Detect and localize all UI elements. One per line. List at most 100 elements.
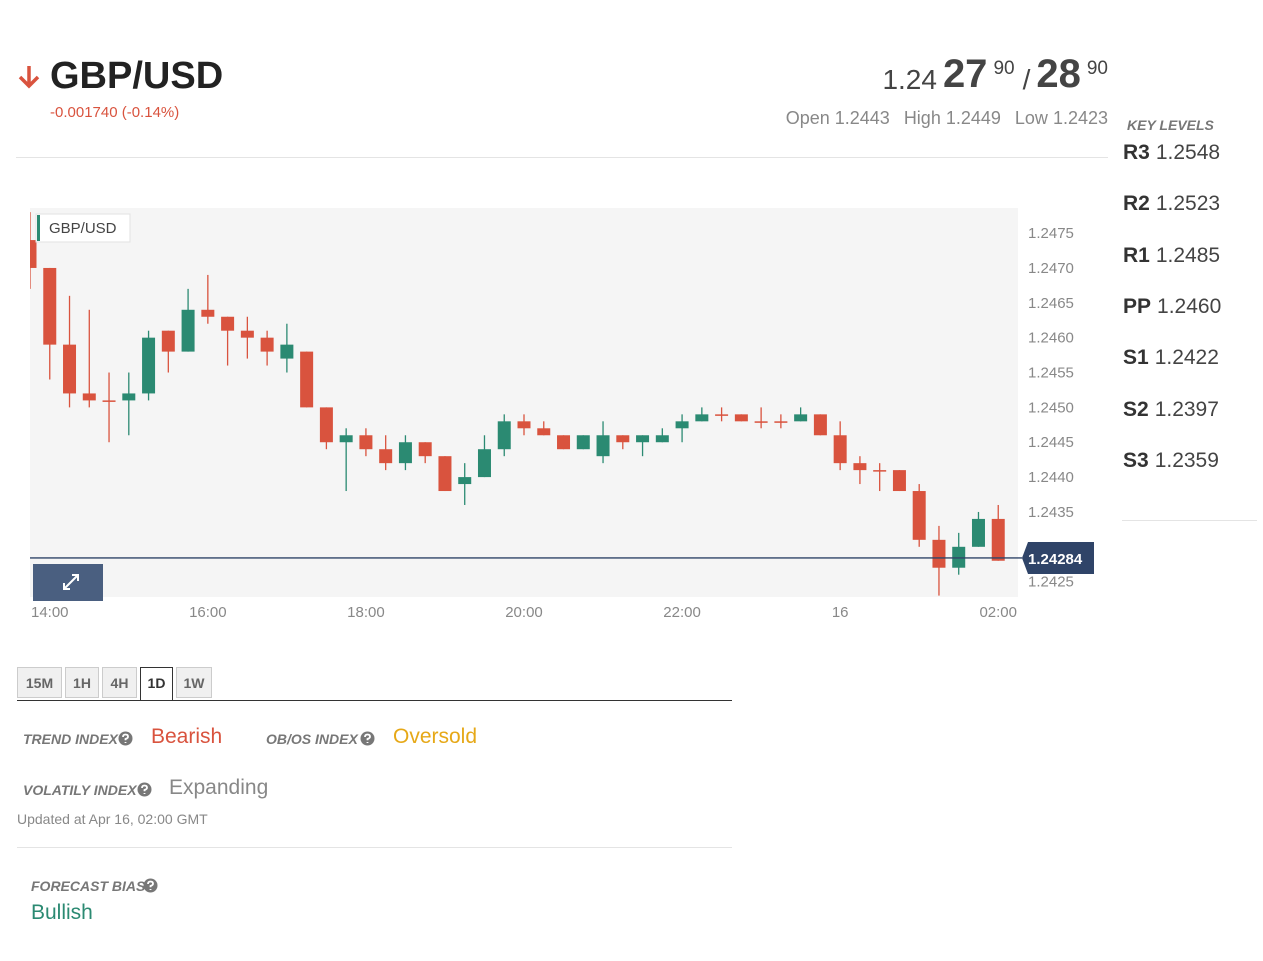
candle-body <box>715 414 729 416</box>
candle-body <box>63 344 77 394</box>
key-level-name: S3 <box>1123 448 1149 472</box>
candle-body <box>932 539 946 568</box>
candle-body <box>30 240 37 268</box>
candle-body <box>240 330 254 338</box>
key-level: S3 1.2359 <box>1123 449 1219 473</box>
stat-label: Low <box>1014 108 1048 128</box>
candle-body <box>636 435 650 443</box>
help-icon[interactable] <box>118 731 133 746</box>
key-level-name: S2 <box>1123 397 1149 421</box>
candle-body <box>734 414 748 422</box>
last-price-tag <box>1022 541 1094 574</box>
key-level-value: 1.2548 <box>1155 141 1221 164</box>
forecast-label: FORECAST BIAS <box>31 878 146 894</box>
candle-body <box>517 421 531 429</box>
y-tick-label: 1.2460 <box>1028 330 1074 347</box>
key-level: R1 1.2485 <box>1123 244 1220 268</box>
help-icon[interactable] <box>143 878 158 893</box>
candle-body <box>873 470 887 472</box>
candle-body <box>43 267 57 345</box>
key-level-name: R3 <box>1123 141 1150 164</box>
timeframe-tab[interactable]: 1W <box>176 667 212 698</box>
candle-body <box>477 449 491 478</box>
y-tick-label: 1.2435 <box>1028 504 1074 521</box>
candle-body <box>754 421 768 423</box>
divider <box>1122 520 1257 521</box>
timeframe-tab[interactable]: 1H <box>65 667 99 698</box>
x-tick-label: 02:00 <box>979 604 1017 621</box>
candle-body <box>300 351 314 408</box>
forecast-value: Bullish <box>31 901 93 924</box>
key-level-value: 1.2422 <box>1154 346 1219 370</box>
key-level: PP 1.2460 <box>1123 295 1221 319</box>
key-level-value: 1.2460 <box>1157 294 1222 318</box>
legend: GBP/USD <box>35 213 131 243</box>
updated: Updated at Apr 16, 02:00 GMT <box>17 811 208 827</box>
separator: / <box>1022 64 1031 95</box>
y-tick-label: 1.2445 <box>1028 434 1074 451</box>
key-level-name: S1 <box>1123 346 1149 370</box>
candle-body <box>991 518 1005 561</box>
y-tick-label: 1.2470 <box>1028 260 1074 277</box>
candle-body <box>971 518 985 547</box>
key-level-value: 1.2485 <box>1155 243 1221 267</box>
candle-body <box>912 491 926 540</box>
bid-big: 27 <box>942 52 988 96</box>
y-tick-label: 1.2440 <box>1028 469 1074 486</box>
legend-label: GBP/USD <box>49 220 117 237</box>
candle-body <box>181 309 195 352</box>
expand-button[interactable] <box>33 564 103 601</box>
candle-body <box>952 546 966 568</box>
x-tick-label: 16 <box>832 604 849 621</box>
plot-background <box>30 208 1018 597</box>
bid-small: 90 <box>993 58 1015 79</box>
x-tick-label: 14:00 <box>31 604 69 621</box>
timeframe-tab[interactable]: 15M <box>17 667 62 698</box>
key-level-name: R1 <box>1123 243 1150 267</box>
y-tick-label: 1.2450 <box>1028 399 1074 416</box>
key-level: S2 1.2397 <box>1123 398 1219 422</box>
ask-big: 28 <box>1036 52 1081 96</box>
help-icon[interactable] <box>137 782 152 797</box>
candle-body <box>438 456 452 492</box>
down-arrow-icon <box>18 66 40 89</box>
candle-body <box>557 435 571 450</box>
candle-body <box>774 421 788 423</box>
timeframe-tab[interactable]: 4H <box>102 667 137 698</box>
candle-body <box>221 316 235 331</box>
expand-icon <box>63 574 79 590</box>
candle-body <box>892 470 906 492</box>
key-level-name: PP <box>1123 294 1152 318</box>
last-price-label: 1.24284 <box>1028 551 1083 568</box>
stat-value: 1.2423 <box>1052 108 1108 128</box>
candle-body <box>102 400 116 402</box>
chart: 1.2475 1.2470 1.2465 1.2460 1.2455 1.2450 1.24… <box>30 208 1094 621</box>
x-tick-label: 18:00 <box>347 604 385 621</box>
key-level-value: 1.2359 <box>1154 448 1219 472</box>
timeframe-tab[interactable]: 1D <box>140 667 173 701</box>
y-tick-label: 1.2475 <box>1028 225 1074 242</box>
candle-body <box>458 477 472 485</box>
stat: Low 1.2423 <box>1015 108 1108 129</box>
candle-body <box>655 435 669 443</box>
candle-body <box>142 337 156 394</box>
candle-body <box>576 435 590 450</box>
candle-body <box>280 344 294 359</box>
candle-body <box>537 428 551 436</box>
stat: Open 1.2443 <box>786 108 890 129</box>
key-levels-title: KEY LEVELS <box>1127 117 1214 133</box>
candle-body <box>853 463 867 471</box>
help-icon[interactable] <box>360 731 375 746</box>
ask-small: 90 <box>1086 58 1108 79</box>
obos-label: OB/OS INDEX <box>266 731 358 747</box>
x-tick-label: 16:00 <box>189 604 227 621</box>
x-tick-label: 22:00 <box>663 604 701 621</box>
candle-body <box>675 421 689 429</box>
candle-body <box>497 421 511 450</box>
bid-prefix: 1.24 <box>882 64 937 95</box>
symbol: GBP/USD <box>50 55 224 97</box>
trend-label: TREND INDEX <box>23 731 118 747</box>
legend-swatch <box>37 215 40 241</box>
y-tick-label: 1.2455 <box>1028 365 1074 382</box>
key-level: R3 1.2548 <box>1123 141 1220 165</box>
